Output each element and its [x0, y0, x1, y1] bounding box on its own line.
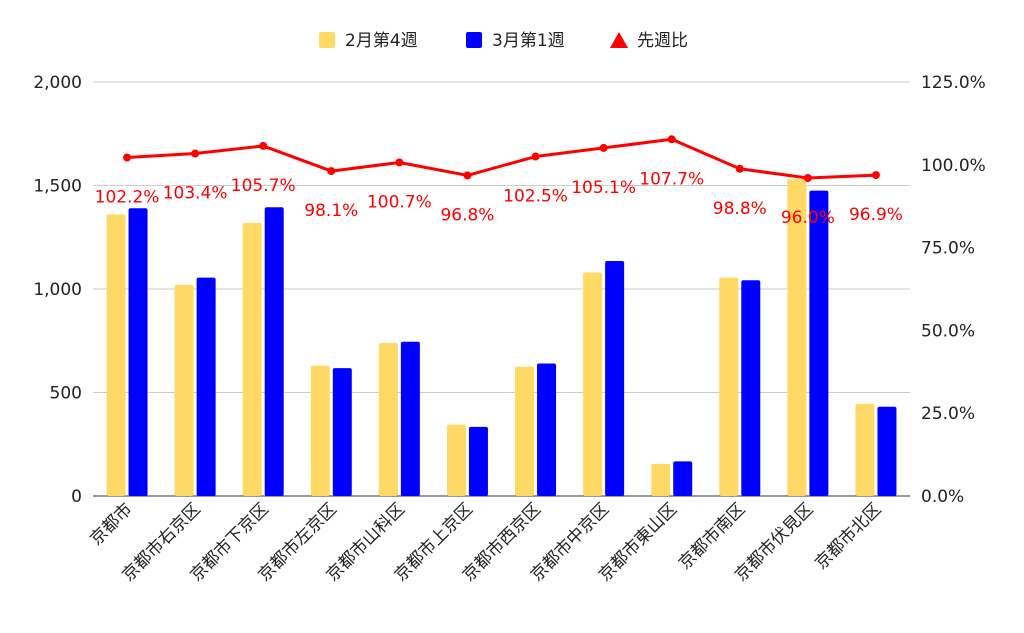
- legend-label: 先週比: [637, 31, 688, 51]
- legend-swatch: [466, 32, 482, 48]
- ratio-data-label: 98.8%: [713, 199, 767, 219]
- bar-mar-week1: [196, 277, 216, 496]
- ratio-data-label: 103.4%: [163, 184, 228, 204]
- y-left-tick-label: 2,000: [33, 73, 82, 93]
- y-left-tick-label: 500: [50, 384, 82, 404]
- y-right-tick-label: 25.0%: [921, 404, 975, 424]
- ratio-data-label: 105.1%: [571, 178, 636, 198]
- bar-feb-week4: [651, 463, 671, 496]
- ratio-point: [395, 158, 404, 167]
- legend-label: 2月第4週: [345, 31, 418, 51]
- y-right-tick-label: 100.0%: [921, 156, 986, 176]
- ratio-data-label: 96.0%: [781, 208, 835, 228]
- y-left-tick-label: 1,000: [33, 280, 82, 300]
- bar-mar-week1: [605, 261, 625, 496]
- bar-mar-week1: [809, 190, 829, 497]
- bar-mar-week1: [877, 406, 897, 496]
- ratio-point: [735, 164, 744, 173]
- ratio-data-label: 105.7%: [231, 176, 296, 196]
- legend-item-mar-week1[interactable]: 3月第1週: [466, 31, 565, 51]
- ratio-point: [123, 153, 132, 162]
- ratio-data-label: 107.7%: [639, 169, 704, 189]
- ratio-data-label: 96.8%: [440, 205, 494, 225]
- bar-feb-week4: [515, 366, 535, 496]
- bar-mar-week1: [264, 207, 284, 497]
- ratio-data-label: 102.2%: [95, 188, 160, 208]
- bar-feb-week4: [719, 277, 739, 496]
- legend-triangle-icon: [610, 32, 628, 48]
- ratio-data-label: 102.5%: [503, 187, 568, 207]
- ratio-point: [803, 174, 812, 183]
- bar-mar-week1: [400, 341, 420, 496]
- line-layer: [123, 135, 880, 183]
- ratio-line: [126, 137, 877, 180]
- legend[interactable]: 2月第4週 3月第1週 先週比: [319, 31, 688, 51]
- bar-feb-week4: [242, 222, 262, 496]
- y-right-tick-label: 125.0%: [921, 73, 986, 93]
- ratio-data-label: 96.9%: [849, 205, 903, 225]
- bars-layer: [106, 179, 897, 497]
- y-right-tick-label: 50.0%: [921, 321, 975, 341]
- legend-swatch: [319, 32, 335, 48]
- ratio-point: [599, 143, 608, 152]
- bar-feb-week4: [583, 272, 603, 496]
- bar-mar-week1: [468, 426, 488, 496]
- ratio-point: [327, 167, 336, 176]
- x-tick-label: 京都市北区: [811, 499, 885, 573]
- y-left-tick-label: 0: [71, 487, 82, 507]
- ratio-point: [531, 152, 540, 161]
- ratio-point: [463, 171, 472, 180]
- gridlines: [93, 81, 910, 497]
- bar-mar-week1: [128, 208, 148, 496]
- x-tick-label: 京都市南区: [675, 499, 749, 573]
- bar-feb-week4: [787, 179, 807, 497]
- bar-mar-week1: [537, 363, 557, 496]
- y-left-tick-label: 1,500: [33, 177, 82, 197]
- y-right-tick-label: 75.0%: [921, 239, 975, 259]
- legend-item-feb-week4[interactable]: 2月第4週: [319, 31, 418, 51]
- bar-feb-week4: [855, 403, 875, 496]
- legend-label: 3月第1週: [492, 31, 565, 51]
- bar-feb-week4: [378, 342, 398, 496]
- ratio-point: [259, 141, 268, 150]
- ratio-data-label: 100.7%: [367, 192, 432, 212]
- x-tick-label: 京都市: [86, 499, 136, 549]
- ratio-point: [191, 149, 200, 158]
- ratio-data-label: 98.1%: [304, 201, 358, 221]
- bar-feb-week4: [106, 214, 126, 497]
- bar-feb-week4: [446, 424, 466, 496]
- data-labels: 102.2% 103.4% 105.7% 98.1% 100.7% 96.8% 102.5%…: [95, 169, 903, 228]
- bar-feb-week4: [310, 365, 330, 496]
- ratio-point: [667, 135, 676, 144]
- bar-mar-week1: [741, 280, 761, 496]
- bar-feb-week4: [174, 284, 194, 496]
- ratio-point: [871, 171, 880, 180]
- legend-item-ratio[interactable]: 先週比: [610, 31, 688, 51]
- bar-mar-week1: [332, 368, 352, 496]
- bar-mar-week1: [673, 461, 693, 496]
- y-right-tick-label: 0.0%: [921, 487, 964, 507]
